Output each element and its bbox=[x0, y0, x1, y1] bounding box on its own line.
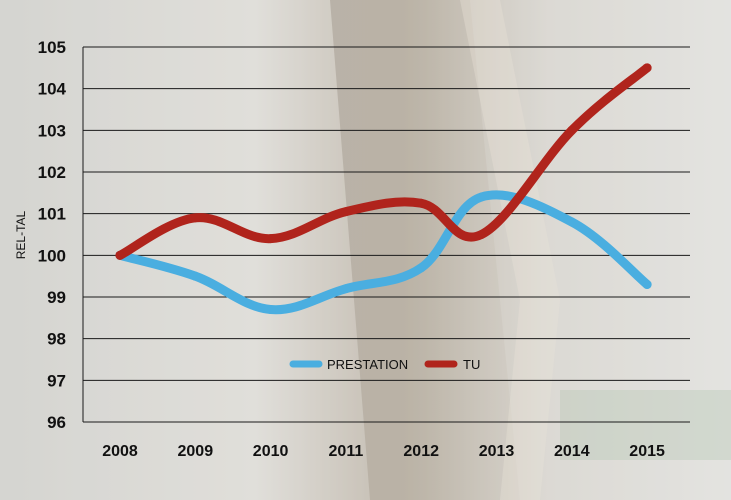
legend-label-prestation: PRESTATION bbox=[327, 357, 408, 372]
y-tick-label-100: 100 bbox=[38, 246, 66, 265]
grid-lines bbox=[82, 46, 690, 423]
series-layer bbox=[115, 63, 652, 315]
y-tick-label-97: 97 bbox=[47, 371, 66, 390]
series-line-tu bbox=[115, 63, 652, 260]
x-tick-label-2013: 2013 bbox=[479, 443, 515, 460]
y-tick-label-96: 96 bbox=[47, 413, 66, 432]
data-point-prestation-2014 bbox=[567, 217, 577, 227]
y-tick-label-105: 105 bbox=[38, 38, 66, 57]
y-tick-label-102: 102 bbox=[38, 163, 66, 182]
y-tick-label-104: 104 bbox=[38, 80, 67, 99]
x-tick-label-2011: 2011 bbox=[329, 443, 364, 460]
y-axis-ticks: 96 97 98 99 100 101 102 103 104 105 bbox=[38, 38, 67, 432]
x-tick-label-2014: 2014 bbox=[554, 443, 590, 460]
data-point-prestation-2009 bbox=[190, 271, 200, 281]
data-point-tu-2008 bbox=[115, 250, 125, 260]
data-point-prestation-2011 bbox=[341, 284, 351, 294]
data-point-tu-2009 bbox=[190, 213, 200, 223]
data-point-prestation-2012 bbox=[416, 263, 426, 273]
y-tick-label-103: 103 bbox=[38, 121, 66, 140]
legend-label-tu: TU bbox=[463, 357, 480, 372]
y-axis-label: REL-TAL bbox=[14, 210, 28, 259]
series-line-prestation bbox=[115, 190, 652, 315]
x-tick-label-2009: 2009 bbox=[178, 443, 214, 460]
x-tick-label-2015: 2015 bbox=[629, 443, 665, 460]
y-tick-label-99: 99 bbox=[47, 288, 66, 307]
data-point-prestation-2015 bbox=[642, 280, 652, 289]
data-point-prestation-2010 bbox=[266, 305, 276, 314]
data-point-tu-2012.8 bbox=[476, 230, 486, 239]
data-point-tu-2015 bbox=[642, 63, 652, 73]
legend: PRESTATION TU bbox=[289, 357, 480, 372]
data-point-tu-2010 bbox=[266, 234, 276, 244]
x-tick-label-2012: 2012 bbox=[403, 443, 439, 460]
x-tick-label-2010: 2010 bbox=[253, 443, 289, 460]
x-tick-label-2008: 2008 bbox=[102, 443, 138, 460]
data-point-tu-2012 bbox=[416, 198, 426, 208]
data-point-prestation-2012.8 bbox=[476, 192, 486, 202]
data-point-tu-2014 bbox=[567, 125, 577, 135]
y-tick-label-98: 98 bbox=[47, 330, 66, 349]
data-point-tu-2011 bbox=[341, 207, 351, 217]
y-tick-label-101: 101 bbox=[38, 205, 66, 224]
x-axis-ticks: 2008 2009 2010 2011 2012 2013 2014 2015 bbox=[102, 443, 665, 460]
